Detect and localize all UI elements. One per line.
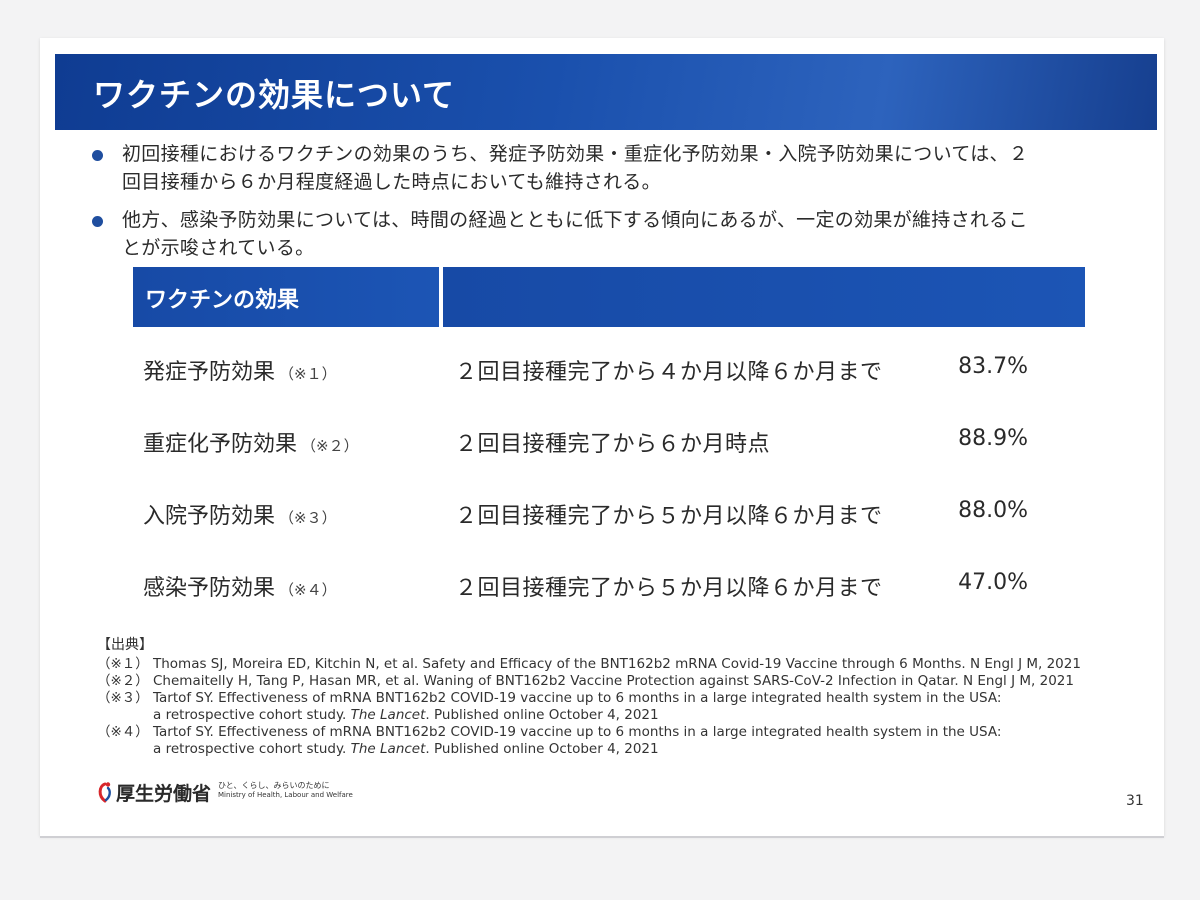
reference-mark: （※２） xyxy=(97,673,149,689)
slide-title: ワクチンの効果について xyxy=(93,76,456,114)
logo-tagline: ひと、くらし、みらいのために xyxy=(218,781,330,790)
bullet-text: 他方、感染予防効果については、時間の経過とともに低下する傾向にあるが、一定の効果… xyxy=(122,206,1092,262)
effect-label: 重症化予防効果 （※２） xyxy=(143,426,359,458)
reference-item: （※３） Tartof SY. Effectiveness of mRNA BN… xyxy=(97,690,1127,724)
reference-text-part: . Published online October 4, 2021 xyxy=(425,741,659,757)
journal-name: The Lancet xyxy=(350,741,426,757)
reference-text: Thomas SJ, Moreira ED, Kitchin N, et al.… xyxy=(153,656,1081,672)
bullet-text: 初回接種におけるワクチンの効果のうち、発症予防効果・重症化予防効果・入院予防効果… xyxy=(122,140,1092,196)
reference-text-part: . Published online October 4, 2021 xyxy=(425,707,659,723)
reference-text: Tartof SY. Effectiveness of mRNA BNT162b… xyxy=(153,690,1002,706)
bullet-dot-icon xyxy=(92,150,103,161)
effect-note: （※１） xyxy=(279,365,337,383)
effect-period: ２回目接種完了から５か月以降６か月まで xyxy=(455,576,883,601)
effect-note: （※３） xyxy=(279,509,337,527)
bullet-line: とが示唆されている。 xyxy=(122,237,315,259)
effect-name: 重症化予防効果 xyxy=(143,432,298,457)
title-band: ワクチンの効果について xyxy=(55,54,1157,130)
effect-value: 88.9% xyxy=(958,426,1028,451)
reference-text: Tartof SY. Effectiveness of mRNA BNT162b… xyxy=(153,724,1002,740)
effect-name: 感染予防効果 xyxy=(143,576,276,601)
reference-item: （※１） Thomas SJ, Moreira ED, Kitchin N, e… xyxy=(97,656,1127,673)
table-header-empty-cell xyxy=(443,267,1085,327)
effect-note: （※２） xyxy=(301,437,359,455)
reference-text-continued: a retrospective cohort study. The Lancet… xyxy=(153,707,1127,724)
bullet-item: 初回接種におけるワクチンの効果のうち、発症予防効果・重症化予防効果・入院予防効果… xyxy=(92,140,1092,196)
effect-period: ２回目接種完了から５か月以降６か月まで xyxy=(455,504,883,529)
reference-mark: （※４） xyxy=(97,724,149,740)
sheet-edge xyxy=(40,836,1164,838)
journal-name: The Lancet xyxy=(350,707,426,723)
reference-mark: （※１） xyxy=(97,656,149,672)
reference-text: Chemaitelly H, Tang P, Hasan MR, et al. … xyxy=(153,673,1074,689)
effect-value: 88.0% xyxy=(958,498,1028,523)
bullet-line: 他方、感染予防効果については、時間の経過とともに低下する傾向にあるが、一定の効果… xyxy=(122,209,1028,231)
effect-label: 発症予防効果 （※１） xyxy=(143,354,337,386)
logo-name: 厚生労働省 xyxy=(116,783,212,805)
effect-name: 入院予防効果 xyxy=(143,504,276,529)
bullet-line: 初回接種におけるワクチンの効果のうち、発症予防効果・重症化予防効果・入院予防効果… xyxy=(122,143,1029,165)
reference-list: （※１） Thomas SJ, Moreira ED, Kitchin N, e… xyxy=(97,656,1127,758)
effect-label: 感染予防効果 （※４） xyxy=(143,570,337,602)
mhlw-logo: 厚生労働省 ひと、くらし、みらいのために Ministry of Health,… xyxy=(96,778,356,806)
reference-text-continued: a retrospective cohort study. The Lancet… xyxy=(153,741,1127,758)
reference-mark: （※３） xyxy=(97,690,149,706)
logo-english: Ministry of Health, Labour and Welfare xyxy=(218,791,353,799)
reference-item: （※２） Chemaitelly H, Tang P, Hasan MR, et… xyxy=(97,673,1127,690)
bullet-list: 初回接種におけるワクチンの効果のうち、発症予防効果・重症化予防効果・入院予防効果… xyxy=(92,140,1092,272)
table-row: 感染予防効果 （※４） ２回目接種完了から５か月以降６か月まで 47.0% xyxy=(0,562,1200,612)
table-header-label-cell: ワクチンの効果 xyxy=(133,267,439,327)
bullet-line: 回目接種から６か月程度経過した時点においても維持される。 xyxy=(122,171,661,193)
reference-text-part: a retrospective cohort study. xyxy=(153,741,351,757)
effect-note: （※４） xyxy=(279,581,337,599)
table-row: 発症予防効果 （※１） ２回目接種完了から４か月以降６か月まで 83.7% xyxy=(0,346,1200,396)
table-row: 重症化予防効果 （※２） ２回目接種完了から６か月時点 88.9% xyxy=(0,418,1200,468)
effect-value: 47.0% xyxy=(958,570,1028,595)
effect-period: ２回目接種完了から４か月以降６か月まで xyxy=(455,360,883,385)
bullet-item: 他方、感染予防効果については、時間の経過とともに低下する傾向にあるが、一定の効果… xyxy=(92,206,1092,262)
effect-value: 83.7% xyxy=(958,354,1028,379)
mhlw-logo-icon xyxy=(98,782,111,803)
reference-text-part: a retrospective cohort study. xyxy=(153,707,351,723)
bullet-dot-icon xyxy=(92,216,103,227)
table-header-label: ワクチンの効果 xyxy=(145,288,300,313)
effect-label: 入院予防効果 （※３） xyxy=(143,498,337,530)
page-number: 31 xyxy=(1126,793,1144,809)
reference-item: （※４） Tartof SY. Effectiveness of mRNA BN… xyxy=(97,724,1127,758)
slide-sheet xyxy=(40,38,1164,836)
effect-name: 発症予防効果 xyxy=(143,360,276,385)
effect-period: ２回目接種完了から６か月時点 xyxy=(455,432,771,457)
table-row: 入院予防効果 （※３） ２回目接種完了から５か月以降６か月まで 88.0% xyxy=(0,490,1200,540)
sources-heading: 【出典】 xyxy=(97,637,153,653)
